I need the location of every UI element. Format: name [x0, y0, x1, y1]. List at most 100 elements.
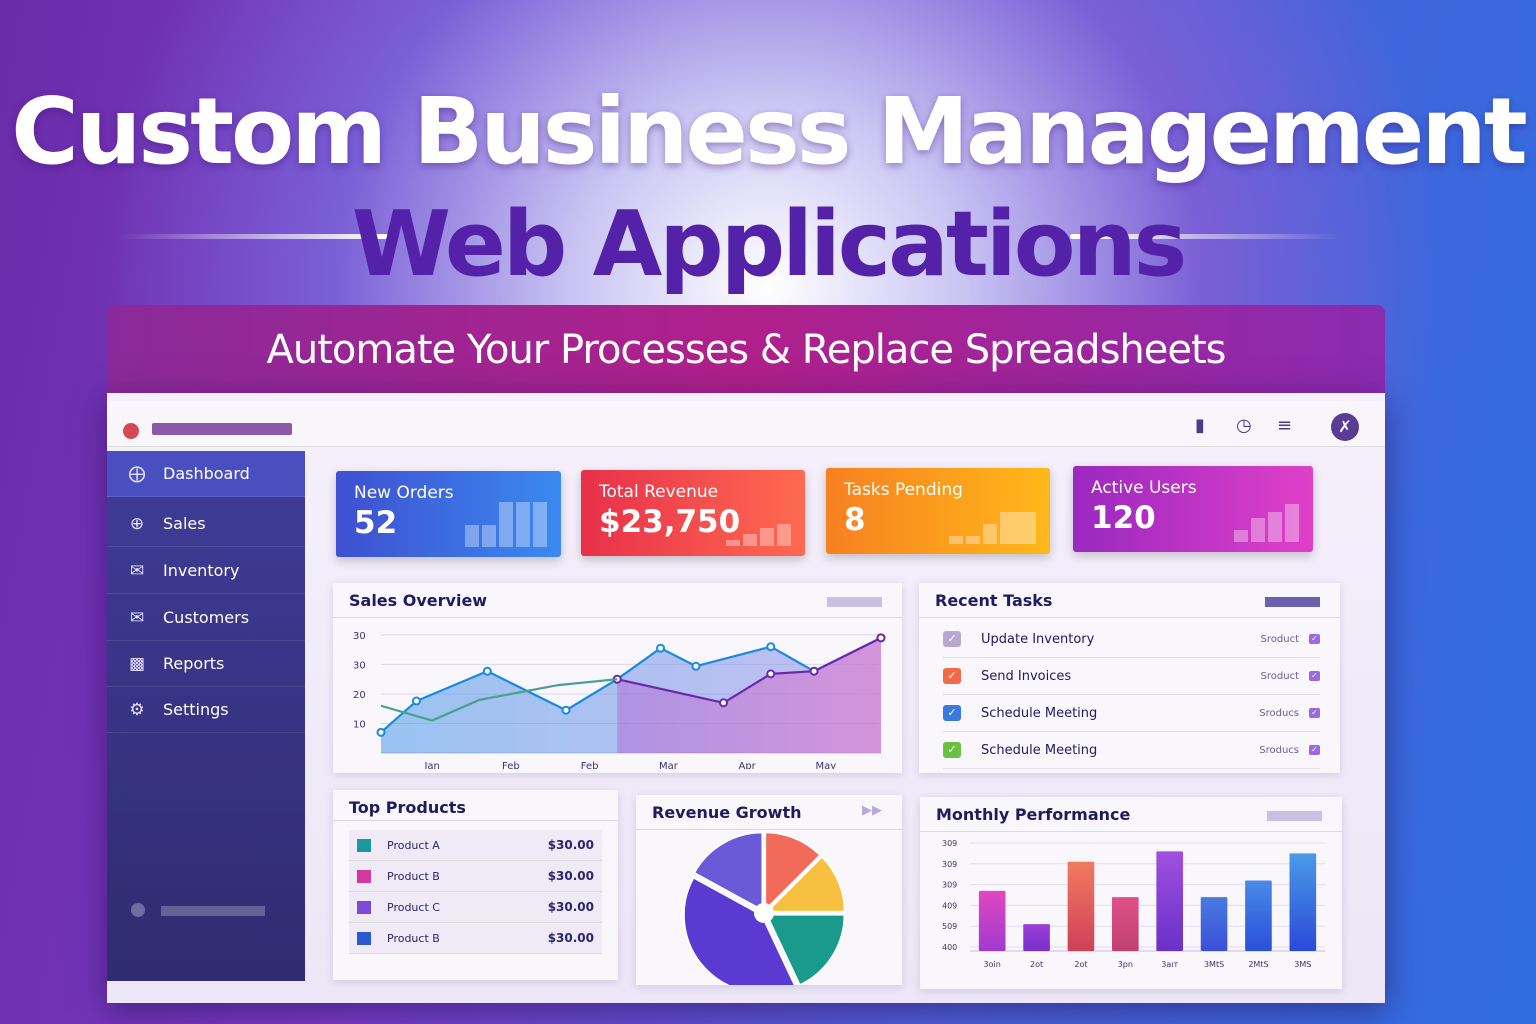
y-tick-label: 20 [353, 690, 366, 701]
bar [1023, 924, 1050, 951]
check-icon[interactable]: ✓ [1309, 671, 1320, 681]
product-name: Product B [387, 931, 440, 945]
sidebar-item-dashboard[interactable]: ⨁ Dashboard [107, 451, 305, 497]
sidebar-item-settings[interactable]: ⚙ Settings [107, 687, 305, 733]
mini-chart-icon [1234, 504, 1299, 542]
stat-card-new-orders[interactable]: New Orders 52 [336, 471, 561, 557]
panel-menu[interactable] [1265, 597, 1320, 607]
data-point [766, 669, 776, 679]
data-point [411, 696, 421, 706]
divider [920, 831, 1342, 832]
stat-value: 120 [1091, 500, 1156, 536]
x-tick-label: 3MS [1294, 960, 1311, 969]
mini-chart-icon [949, 512, 1036, 544]
hero-tagline: Automate Your Processes & Replace Spread… [266, 327, 1227, 373]
product-row[interactable]: Product A $30.00 [349, 830, 602, 861]
sidebar-item-label: Inventory [163, 561, 240, 580]
stat-label: Tasks Pending [844, 480, 963, 500]
sidebar-item-label: Settings [163, 700, 229, 719]
chat-icon[interactable]: ▮ [1195, 415, 1205, 436]
panel-menu[interactable] [827, 597, 882, 607]
pie-slice [764, 913, 846, 985]
task-label: Send Invoices [981, 668, 1072, 684]
check-icon[interactable]: ✓ [1309, 745, 1320, 755]
checkbox-icon[interactable]: ✓ [943, 668, 961, 684]
bar [1067, 861, 1095, 951]
data-point [656, 643, 666, 653]
stat-value: 52 [354, 505, 398, 541]
bar [1200, 897, 1228, 951]
checkbox-icon[interactable]: ✓ [943, 742, 961, 758]
checkbox-icon[interactable]: ✓ [943, 631, 961, 647]
color-swatch [357, 931, 371, 945]
x-tick-label: Feb [581, 761, 599, 769]
task-row[interactable]: ✓ Schedule Meeting Sroducs ✓ [943, 732, 1320, 769]
x-tick-label: Mar [659, 761, 679, 769]
y-tick-label: 309 [942, 860, 957, 869]
product-row[interactable]: Product C $30.00 [349, 892, 602, 923]
stat-card-total-revenue[interactable]: Total Revenue $23,750 [581, 470, 805, 556]
divider [919, 617, 1340, 618]
stat-label: Total Revenue [599, 482, 719, 502]
task-row[interactable]: ✓ Send Invoices Sroduct ✓ [943, 658, 1320, 695]
sidebar-item-inventory[interactable]: ✉ Inventory [107, 548, 305, 594]
y-tick-label: 10 [353, 719, 366, 730]
menu-icon[interactable]: ≡ [1277, 415, 1293, 436]
stat-label: New Orders [354, 483, 454, 503]
task-row[interactable]: ✓ Update Inventory Sroduct ✓ [943, 621, 1320, 658]
data-point [809, 666, 819, 676]
recent-tasks-panel: Recent Tasks ✓ Update Inventory Sroduct ✓ ✓ S… [919, 583, 1340, 773]
stat-label: Active Users [1091, 478, 1197, 498]
product-row[interactable]: Product B $30.00 [349, 861, 602, 892]
stat-card-active-users[interactable]: Active Users 120 [1073, 466, 1313, 552]
clock-icon[interactable]: ◷ [1236, 415, 1252, 436]
monthly-performance-panel: Monthly Performance 400 509 409 309 309 309 3o… [920, 797, 1342, 989]
check-icon[interactable]: ✓ [1309, 708, 1320, 718]
data-point [376, 727, 386, 737]
x-tick-label: 2ot [1074, 960, 1087, 969]
product-price: $30.00 [547, 838, 594, 852]
revenue-growth-panel: Revenue Growth ▶▶ [636, 795, 902, 985]
revenue-pie-chart [682, 831, 846, 985]
x-tick-label: 3oin [984, 960, 1001, 969]
product-price: $30.00 [547, 931, 594, 945]
product-price: $30.00 [547, 900, 594, 914]
bar [1245, 880, 1272, 951]
forward-icon[interactable]: ▶▶ [862, 803, 882, 818]
sidebar-item-sales[interactable]: ⊕ Sales [107, 501, 305, 547]
series-line [380, 636, 882, 734]
x-tick-label: 3aıт [1161, 960, 1178, 969]
product-price: $30.00 [547, 869, 594, 883]
x-tick-label: 3pn [1118, 960, 1133, 969]
sidebar-item-customers[interactable]: ✉ Customers [107, 595, 305, 641]
gear-icon: ⚙ [129, 699, 145, 720]
y-tick-label: 409 [942, 901, 957, 910]
sidebar-item-label: Customers [163, 608, 250, 627]
sidebar-item-reports[interactable]: ▩ Reports [107, 641, 305, 687]
pie-slice [682, 876, 796, 985]
task-row[interactable]: ✓ Schedule Meeting Sroducs ✓ [943, 695, 1320, 732]
check-icon[interactable]: ✓ [1309, 634, 1320, 644]
checkbox-icon[interactable]: ✓ [943, 705, 961, 721]
task-meta: Sroduct [1260, 670, 1299, 682]
product-row[interactable]: Product B $30.00 [349, 923, 602, 954]
sales-overview-panel: Sales Overview 10 20 30 30 Jan Feb Feb Mar Apr Ma… [333, 583, 902, 773]
stat-card-tasks-pending[interactable]: Tasks Pending 8 [826, 468, 1050, 554]
sidebar: ⨁ Dashboard ⊕ Sales ✉ Inventory ✉ Customers … [107, 451, 305, 981]
data-point [561, 705, 571, 715]
y-tick-label: 30 [353, 660, 366, 671]
color-swatch [357, 900, 371, 914]
y-tick-label: 309 [942, 839, 957, 848]
series-line [380, 678, 618, 722]
task-label: Update Inventory [981, 631, 1095, 647]
bar [978, 890, 1006, 951]
banner: Automate Your Processes & Replace Spread… [107, 305, 1385, 395]
panel-menu[interactable] [1267, 811, 1322, 821]
panel-title: Revenue Growth [652, 803, 802, 822]
series-area [617, 637, 881, 753]
x-tick-label: Apr [738, 761, 756, 769]
app-name-placeholder [152, 423, 292, 435]
task-meta: Sroduct [1260, 633, 1299, 645]
pie-slice [692, 831, 764, 913]
user-avatar[interactable]: ✗ [1331, 413, 1359, 441]
